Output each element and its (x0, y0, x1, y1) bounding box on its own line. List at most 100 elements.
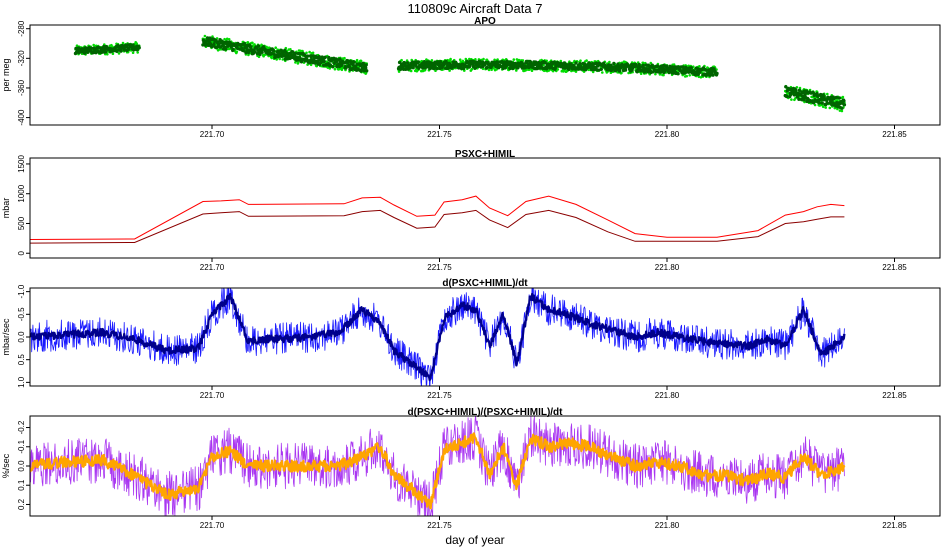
data-point (840, 109, 844, 113)
data-point (458, 58, 462, 61)
data-point (835, 99, 839, 102)
series-1 (30, 288, 845, 386)
data-point (299, 60, 304, 64)
data-point (620, 71, 623, 75)
data-point (641, 63, 645, 67)
data-point (704, 68, 709, 72)
data-point (495, 68, 498, 71)
panel-4: d(PSXC+HIMIL)/(PSXC+HIMIL)/dt %/sec 221.70… (1, 407, 941, 530)
data-point (512, 58, 516, 61)
data-point (556, 68, 560, 71)
data-point (515, 58, 519, 61)
data-layer (30, 416, 846, 516)
data-point (579, 59, 582, 62)
data-point (515, 69, 518, 72)
data-point (136, 51, 139, 54)
data-point (235, 50, 239, 53)
data-point (495, 60, 500, 65)
data-point (274, 46, 278, 49)
data-point (697, 75, 701, 79)
data-point (813, 103, 817, 107)
data-point (309, 63, 313, 67)
data-point (821, 105, 825, 109)
data-point (119, 49, 123, 53)
data-layer (30, 195, 845, 244)
data-point (227, 38, 231, 41)
y-tick-label: 0.0 (17, 460, 26, 472)
data-point (470, 67, 474, 71)
data-point (347, 65, 352, 69)
data-point (244, 50, 248, 55)
panel-title: PSXC+HIMIL (455, 149, 515, 160)
data-point (784, 85, 788, 89)
series-2 (30, 209, 845, 244)
x-tick-label: 221.80 (655, 130, 680, 139)
data-point (75, 44, 79, 47)
data-point (409, 69, 413, 73)
y-tick-label: -400 (17, 109, 26, 126)
y-axis-label: mbar/sec (1, 318, 11, 356)
data-point (485, 65, 489, 70)
data-point (305, 54, 310, 58)
data-point (102, 44, 106, 49)
data-point (655, 64, 660, 68)
data-point (841, 95, 845, 99)
series-2 (30, 292, 846, 382)
x-tick-label: 221.80 (655, 391, 680, 400)
data-point (111, 52, 115, 55)
series-line (30, 195, 845, 240)
y-tick-label: -0.5 (17, 307, 26, 321)
data-point (790, 98, 793, 101)
data-point (203, 34, 207, 38)
x-tick-label: 221.70 (200, 130, 225, 139)
y-tick-label: 1000 (17, 184, 26, 202)
y-tick-label: -280 (17, 20, 26, 37)
data-point (251, 41, 254, 45)
data-point (587, 68, 590, 72)
data-point (299, 49, 302, 53)
data-point (406, 61, 410, 65)
x-tick-label: 221.80 (655, 263, 680, 272)
data-point (135, 42, 138, 45)
data-point (359, 69, 363, 73)
y-tick-label: 500 (17, 216, 26, 230)
data-point (608, 60, 611, 64)
series-line (30, 209, 845, 244)
panels-group: APO per meg 221.70 221.75 221.80 221.85 -280 -3… (1, 16, 941, 530)
data-point (260, 50, 264, 54)
data-point (838, 109, 842, 112)
x-axis-label: day of year (445, 533, 504, 547)
y-axis-label: %/sec (1, 453, 11, 478)
data-point (482, 57, 485, 61)
data-point (710, 70, 714, 75)
y-tick-label: -0.2 (17, 420, 26, 434)
data-point (641, 61, 645, 65)
data-point (810, 95, 813, 99)
panel-title: d(PSXC+HIMIL)/dt (442, 278, 528, 289)
data-point (270, 56, 274, 60)
data-point (89, 46, 93, 51)
data-point (308, 50, 311, 54)
data-point (137, 46, 141, 50)
data-point (474, 58, 477, 61)
data-point (826, 92, 829, 96)
data-point (359, 59, 363, 63)
data-point (711, 73, 715, 77)
y-tick-label: 0.2 (17, 498, 26, 510)
data-point (449, 57, 452, 61)
data-point (317, 55, 321, 59)
data-point (224, 47, 228, 51)
y-axis-label: mbar (1, 198, 11, 219)
x-tick-label: 221.70 (200, 263, 225, 272)
data-point (617, 69, 622, 73)
series-2 (73, 36, 847, 110)
data-point (627, 71, 630, 75)
data-point (842, 99, 846, 103)
y-tick-label: -1.0 (17, 284, 26, 298)
data-point (834, 95, 839, 100)
y-tick-label: 0.1 (17, 479, 26, 491)
data-point (797, 88, 802, 93)
data-point (684, 65, 688, 70)
data-point (338, 57, 342, 61)
